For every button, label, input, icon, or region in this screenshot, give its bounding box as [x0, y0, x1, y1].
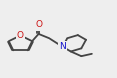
Text: O: O — [17, 31, 24, 40]
Text: N: N — [59, 42, 66, 51]
Text: O: O — [35, 20, 42, 29]
